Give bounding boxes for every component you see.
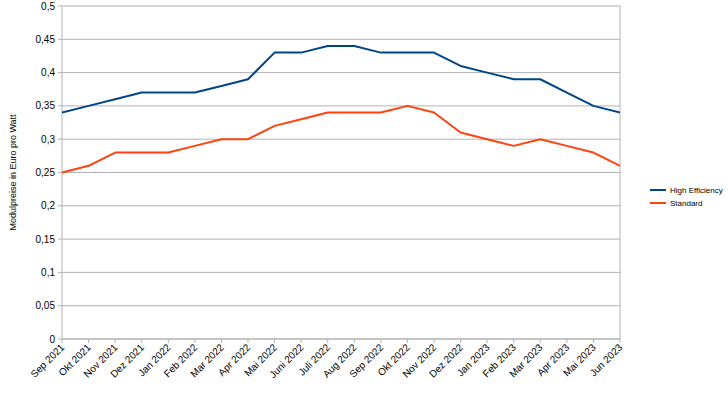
x-tick-label: Jun 2023 bbox=[588, 341, 625, 378]
legend-label: Standard bbox=[670, 199, 702, 208]
x-tick bbox=[115, 339, 116, 343]
y-tick-label: 0 bbox=[49, 334, 55, 345]
y-tick-label: 0,25 bbox=[36, 167, 56, 178]
grid-line bbox=[62, 105, 620, 106]
x-tick bbox=[593, 339, 594, 343]
grid-line bbox=[62, 6, 620, 7]
series-line bbox=[62, 46, 620, 113]
y-tick bbox=[58, 205, 62, 206]
grid-line bbox=[62, 72, 620, 73]
x-tick bbox=[620, 339, 621, 343]
x-tick bbox=[460, 339, 461, 343]
y-tick-label: 0,05 bbox=[36, 300, 56, 311]
y-tick-label: 0,3 bbox=[41, 134, 55, 145]
grid-line bbox=[62, 272, 620, 273]
y-tick-label: 0,45 bbox=[36, 34, 56, 45]
y-tick-label: 0,15 bbox=[36, 234, 56, 245]
x-tick bbox=[434, 339, 435, 343]
x-tick bbox=[354, 339, 355, 343]
y-tick bbox=[58, 105, 62, 106]
y-tick-label: 0,1 bbox=[41, 267, 55, 278]
x-tick bbox=[407, 339, 408, 343]
grid-line bbox=[62, 339, 620, 340]
y-tick bbox=[58, 339, 62, 340]
x-tick bbox=[221, 339, 222, 343]
y-tick bbox=[58, 6, 62, 7]
y-tick-label: 0,5 bbox=[41, 1, 55, 12]
y-tick bbox=[58, 305, 62, 306]
y-axis-label: Modulpreise in Euro pro Watt bbox=[8, 114, 18, 231]
x-tick bbox=[301, 339, 302, 343]
legend-swatch bbox=[650, 202, 666, 204]
y-tick bbox=[58, 172, 62, 173]
x-tick bbox=[513, 339, 514, 343]
x-tick bbox=[487, 339, 488, 343]
x-tick bbox=[274, 339, 275, 343]
y-tick-label: 0,35 bbox=[36, 100, 56, 111]
x-tick bbox=[327, 339, 328, 343]
legend-swatch bbox=[650, 189, 666, 191]
y-tick bbox=[58, 239, 62, 240]
x-tick bbox=[62, 339, 63, 343]
y-tick bbox=[58, 72, 62, 73]
grid-line bbox=[62, 39, 620, 40]
y-tick bbox=[58, 139, 62, 140]
plot-area bbox=[62, 46, 620, 173]
y-tick bbox=[58, 39, 62, 40]
legend-label: High Efficiency bbox=[670, 186, 723, 195]
plot-frame bbox=[620, 6, 621, 339]
x-tick bbox=[168, 339, 169, 343]
x-tick bbox=[540, 339, 541, 343]
x-tick bbox=[194, 339, 195, 343]
x-tick bbox=[88, 339, 89, 343]
grid-line bbox=[62, 239, 620, 240]
series-line bbox=[62, 106, 620, 173]
x-axis bbox=[62, 339, 620, 340]
y-tick-label: 0,4 bbox=[41, 67, 55, 78]
grid-line bbox=[62, 172, 620, 173]
y-tick bbox=[58, 272, 62, 273]
grid bbox=[58, 6, 620, 339]
grid-line bbox=[62, 205, 620, 206]
x-tick bbox=[380, 339, 381, 343]
y-tick-label: 0,2 bbox=[41, 200, 55, 211]
grid-line bbox=[62, 305, 620, 306]
chart: 00,050,10,150,20,250,30,350,40,450,5Sep … bbox=[0, 0, 728, 394]
x-tick bbox=[248, 339, 249, 343]
x-tick bbox=[566, 339, 567, 343]
x-tick bbox=[141, 339, 142, 343]
